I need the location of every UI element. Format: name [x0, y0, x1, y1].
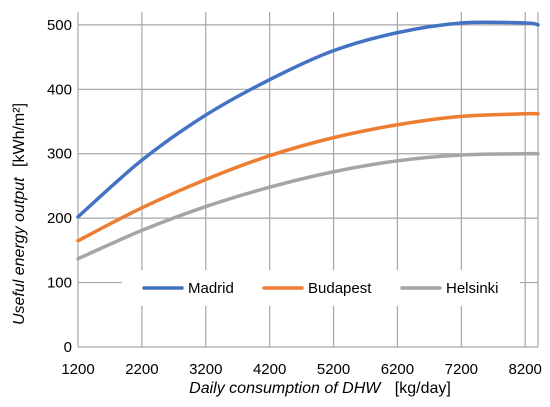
series-line-helsinki [76, 151, 540, 261]
legend: Madrid Budapest Helsinki [122, 270, 520, 306]
legend-label-budapest: Budapest [308, 280, 372, 297]
y-tick-label-2: 200 [47, 210, 72, 227]
series-layer [76, 20, 540, 261]
y-tick-labels: 0 100 200 300 400 500 [47, 17, 72, 356]
legend-label-madrid: Madrid [188, 280, 234, 297]
legend-label-helsinki: Helsinki [446, 280, 499, 297]
x-tick-label-3: 4200 [253, 361, 286, 378]
legend-box [122, 270, 520, 306]
x-tick-label-0: 1200 [61, 361, 94, 378]
y-tick-label-1: 100 [47, 275, 72, 292]
y-tick-label-0: 0 [64, 339, 72, 356]
x-tick-label-5: 6200 [381, 361, 414, 378]
x-tick-label-2: 3200 [189, 361, 222, 378]
x-tick-label-1: 2200 [125, 361, 158, 378]
y-axis-title: Useful energy output [kWh/m²] [11, 103, 28, 325]
x-axis-title-main: Daily consumption of DHW [189, 380, 382, 397]
y-axis-title-unit: [kWh/m²] [11, 103, 28, 167]
series-line-madrid [76, 20, 540, 219]
y-axis-title-main: Useful energy output [11, 177, 28, 325]
x-tick-label-6: 7200 [445, 361, 478, 378]
y-tick-label-5: 500 [47, 17, 72, 34]
y-tick-label-4: 400 [47, 81, 72, 98]
x-axis-title-unit: [kg/day] [395, 380, 451, 397]
x-tick-labels: 1200 2200 3200 4200 5200 6200 7200 8200 [61, 361, 542, 378]
x-tick-label-7: 8200 [509, 361, 542, 378]
series-line-budapest [76, 111, 540, 243]
y-tick-label-3: 300 [47, 146, 72, 163]
x-axis-title: Daily consumption of DHW [kg/day] [189, 380, 451, 397]
x-tick-label-4: 5200 [317, 361, 350, 378]
